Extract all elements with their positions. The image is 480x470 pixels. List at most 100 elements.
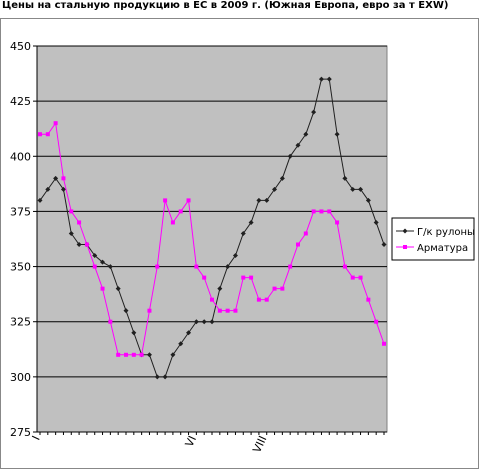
point-marker [147,308,152,313]
point-marker [77,220,82,225]
legend-label: Г/к рулоны [417,227,475,238]
point-marker [209,319,215,325]
point-marker [287,153,293,159]
point-marker [45,186,51,192]
point-marker [154,374,160,380]
point-marker [326,76,332,82]
point-marker [374,319,379,324]
point-marker [155,264,160,269]
point-marker [53,121,58,126]
point-marker [381,242,387,248]
point-marker [193,319,199,325]
point-marker [334,131,340,137]
point-marker [202,275,207,280]
point-marker [210,297,214,302]
point-marker [272,286,277,291]
point-marker [382,341,386,346]
x-tick-label: I [30,434,43,442]
point-marker [365,197,371,203]
point-marker [319,209,324,214]
point-marker [201,319,207,325]
point-marker [350,275,355,280]
point-marker [272,186,278,192]
point-marker [358,186,364,192]
chart-title: Цены на стальную продукцию в ЕС в 2009 г… [2,0,448,11]
point-marker [296,242,300,247]
point-marker [108,319,113,324]
point-marker [318,76,324,82]
point-marker [139,352,144,357]
point-marker [288,264,293,269]
point-marker [84,242,89,247]
point-marker [116,352,121,357]
point-marker [311,109,317,115]
point-marker [45,132,50,137]
point-marker [124,352,128,357]
point-marker [61,176,66,181]
point-marker [186,198,191,203]
point-marker [107,264,113,270]
point-marker [131,352,136,357]
y-tick-label: 375 [10,205,31,218]
point-marker [342,264,347,269]
y-tick-label: 275 [10,426,31,439]
point-marker [232,253,238,259]
point-marker [100,286,105,291]
point-marker [327,209,332,214]
point-marker [311,209,316,214]
point-marker [178,341,184,347]
point-marker [100,259,106,265]
point-marker [186,330,192,336]
point-marker [350,186,356,192]
point-marker [358,275,363,280]
point-marker [92,253,98,259]
point-marker [163,198,168,203]
point-marker [217,286,223,292]
y-tick-label: 400 [10,150,31,163]
point-marker [194,264,199,269]
point-marker [373,219,379,225]
point-marker [303,231,308,236]
point-marker [131,330,137,336]
y-tick-label: 350 [10,261,31,274]
point-marker [92,264,97,269]
point-marker [342,175,348,181]
point-marker [76,242,82,248]
point-marker [178,209,183,214]
legend-marker [403,245,407,249]
point-marker [162,374,168,380]
legend-box [391,217,475,261]
legend-marker [402,228,408,234]
legend-label: Арматура [417,243,468,254]
point-marker [53,175,59,181]
point-marker [295,142,301,148]
y-tick-label: 425 [10,95,31,108]
point-marker [264,297,269,302]
point-marker [225,308,230,313]
point-marker [241,275,246,280]
point-marker [146,352,152,358]
point-marker [38,132,42,137]
point-marker [249,275,254,280]
point-marker [68,230,74,236]
point-marker [366,297,371,302]
point-marker [115,286,121,292]
point-marker [256,297,261,302]
plot-area [36,45,388,433]
point-marker [233,308,238,313]
point-marker [170,352,176,358]
point-marker [217,308,222,313]
point-marker [248,219,254,225]
point-marker [123,308,129,314]
point-marker [60,186,66,192]
point-marker [279,175,285,181]
y-tick-label: 300 [10,371,31,384]
point-marker [240,230,246,236]
point-marker [264,197,270,203]
point-marker [225,264,231,270]
x-tick-label: VI [183,434,199,449]
point-marker [303,131,309,137]
point-marker [280,286,285,291]
point-marker [256,197,262,203]
